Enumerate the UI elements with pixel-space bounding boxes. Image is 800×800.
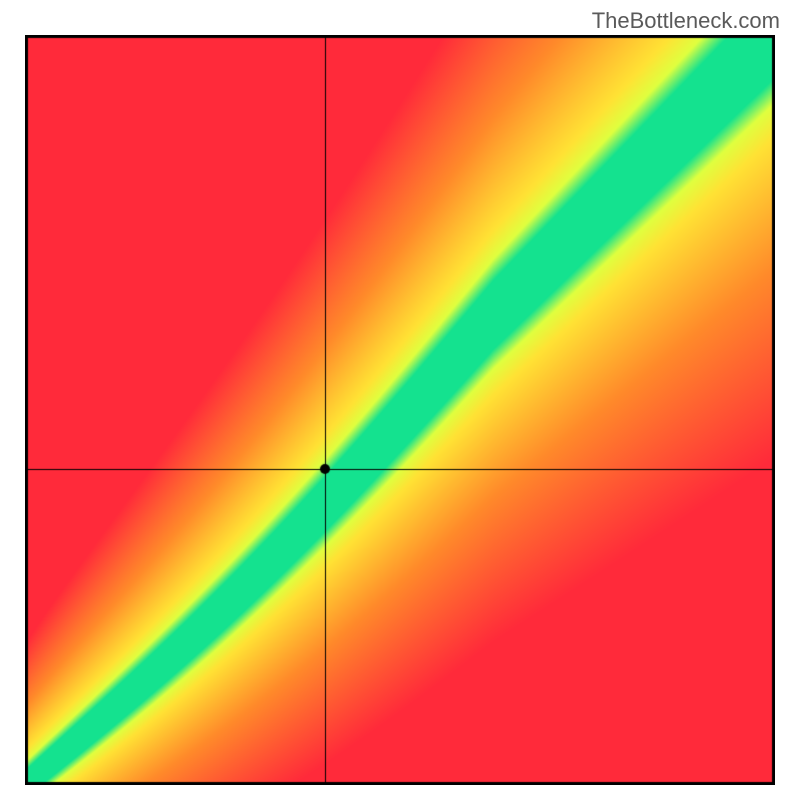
heatmap-plot xyxy=(25,35,775,785)
heatmap-canvas xyxy=(25,35,775,785)
attribution-text: TheBottleneck.com xyxy=(592,8,780,34)
